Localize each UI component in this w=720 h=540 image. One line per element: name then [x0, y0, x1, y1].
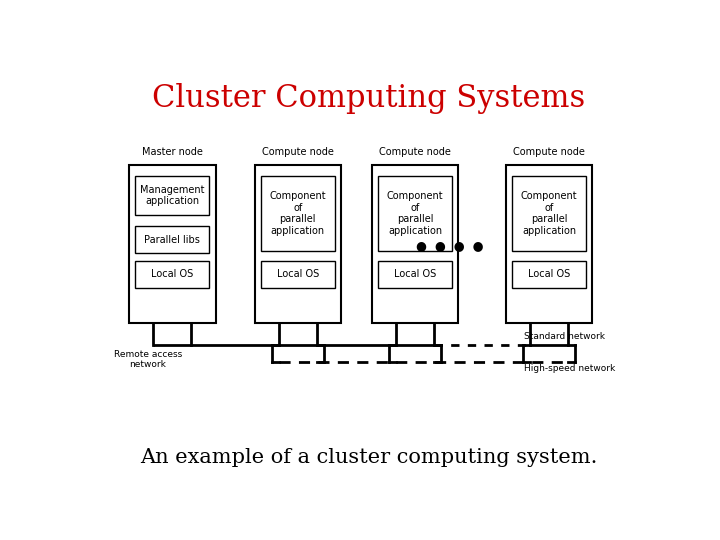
Text: ●  ●  ●  ●: ● ● ● ●	[416, 239, 484, 252]
Bar	[261, 176, 335, 252]
Text: Parallel libs: Parallel libs	[145, 235, 200, 245]
Text: Local OS: Local OS	[394, 269, 436, 279]
Text: Compute node: Compute node	[262, 147, 334, 157]
Bar	[129, 165, 215, 322]
Bar	[135, 176, 210, 215]
Bar	[378, 176, 452, 252]
Bar	[512, 176, 586, 252]
Text: Component
of
parallel
application: Component of parallel application	[387, 191, 444, 236]
Bar	[135, 226, 210, 253]
Text: Component
of
parallel
application: Component of parallel application	[521, 191, 577, 236]
Bar	[135, 261, 210, 288]
Text: An example of a cluster computing system.: An example of a cluster computing system…	[140, 448, 598, 467]
Text: Component
of
parallel
application: Component of parallel application	[269, 191, 326, 236]
Text: Standard network: Standard network	[524, 332, 606, 341]
Text: Local OS: Local OS	[151, 269, 194, 279]
Text: Remote access
network: Remote access network	[114, 349, 182, 369]
Bar	[255, 165, 341, 322]
Text: High-speed network: High-speed network	[524, 364, 616, 373]
Text: Compute node: Compute node	[513, 147, 585, 157]
Text: Compute node: Compute node	[379, 147, 451, 157]
Bar	[372, 165, 459, 322]
Text: Local OS: Local OS	[528, 269, 570, 279]
Bar	[512, 261, 586, 288]
Text: Local OS: Local OS	[276, 269, 319, 279]
Bar	[505, 165, 593, 322]
Text: Cluster Computing Systems: Cluster Computing Systems	[153, 83, 585, 113]
Bar	[261, 261, 335, 288]
Text: Master node: Master node	[142, 147, 203, 157]
Bar	[378, 261, 452, 288]
Text: Management
application: Management application	[140, 185, 204, 206]
